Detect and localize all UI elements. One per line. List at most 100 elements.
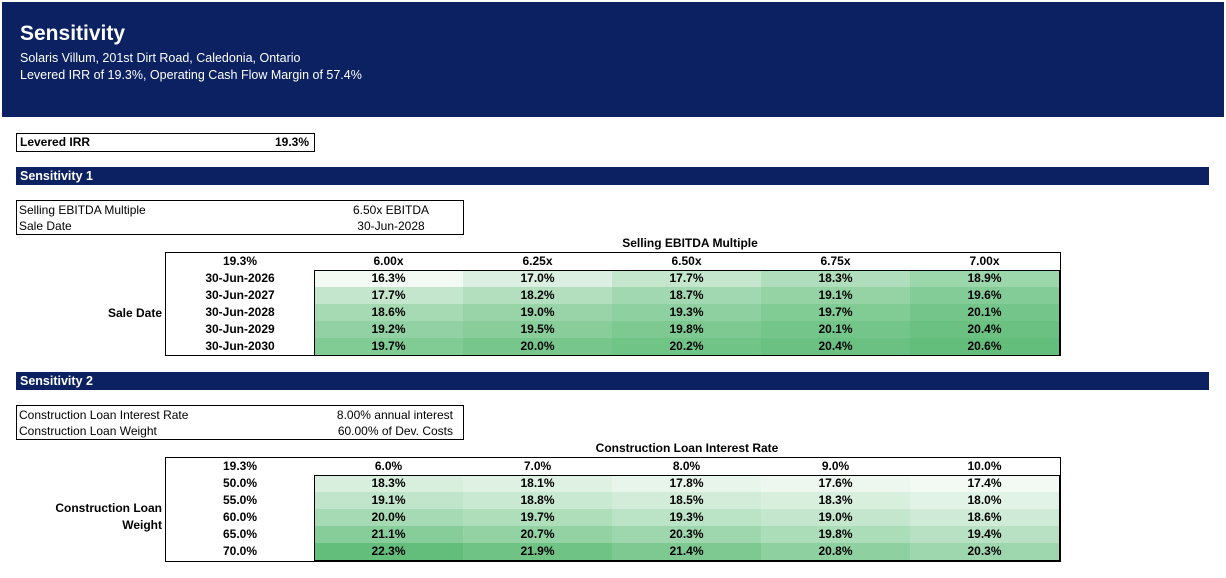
heatmap-cell: 16.3% [314,270,463,287]
heatmap-cell: 17.8% [612,475,761,492]
row-header: 30-Jun-2028 [205,305,275,319]
row-header: 30-Jun-2029 [205,322,275,336]
sensitivity-1-header-label: Sensitivity 1 [20,169,93,183]
corner-value: 19.3% [222,254,258,268]
column-header: 6.00x [373,254,404,268]
heatmap-cell: 17.7% [314,287,463,304]
heatmap-cell: 18.1% [463,475,612,492]
column-header: 7.0% [523,459,552,473]
heatmap-cell: 20.6% [910,338,1059,355]
heatmap-cell: 18.3% [761,270,910,287]
column-header: 6.25x [522,254,553,268]
sensitivity-1-header: Sensitivity 1 [16,167,1209,185]
sensitivity-2-header: Sensitivity 2 [16,372,1209,390]
heatmap-cell: 19.1% [761,287,910,304]
heatmap-cell: 18.3% [314,475,463,492]
heatmap-cell: 22.3% [314,543,463,560]
heatmap-cell: 19.1% [314,492,463,509]
column-header: 7.00x [969,254,1000,268]
heatmap-cell: 21.9% [463,543,612,560]
column-axis-title: Selling EBITDA Multiple [622,236,758,250]
heatmap-cell: 19.3% [612,509,761,526]
heatmap-cell: 17.0% [463,270,612,287]
heatmap-cell: 20.3% [910,543,1059,560]
column-header: 9.0% [821,459,850,473]
row-axis-title: Construction Loan [55,501,162,515]
heatmap-cell: 20.2% [612,338,761,355]
heatmap-cell: 19.2% [314,321,463,338]
sensitivity-2-table: 19.3% 6.0% 7.0% 8.0% 9.0% 10.0% 50.0% 18.3% 18.1… [165,457,1061,562]
levered-irr-box: Levered IRR 19.3% [16,133,315,152]
row-header: 55.0% [222,493,258,507]
heatmap-cell: 19.5% [463,321,612,338]
heatmap-cell: 17.7% [612,270,761,287]
sensitivity-2-header-label: Sensitivity 2 [20,374,93,388]
heatmap-cell: 20.4% [761,338,910,355]
column-header: 6.0% [374,459,403,473]
heatmap-cell: 20.0% [314,509,463,526]
input-value: 30-Jun-2028 [357,219,425,233]
input-value: 6.50x EBITDA [352,203,430,217]
column-header: 8.0% [672,459,701,473]
heatmap-cell: 19.0% [761,509,910,526]
heatmap-cell: 19.4% [910,526,1059,543]
input-value: 60.00% of Dev. Costs [337,424,453,438]
heatmap-cell: 18.3% [761,492,910,509]
row-header: 30-Jun-2027 [205,288,275,302]
row-header: 60.0% [222,510,258,524]
row-header: 70.0% [222,544,258,558]
heatmap-cell: 20.8% [761,543,910,560]
input-label: Construction Loan Interest Rate [19,408,189,422]
sensitivity-2-inputs: Construction Loan Interest Rate 8.00% an… [16,405,464,440]
row-header: 30-Jun-2026 [205,271,275,285]
heatmap-cell: 20.4% [910,321,1059,338]
heatmap-cell: 19.7% [463,509,612,526]
heatmap-cell: 21.4% [612,543,761,560]
heatmap-cell: 20.7% [463,526,612,543]
heatmap-cell: 18.9% [910,270,1059,287]
heatmap-cell: 19.6% [910,287,1059,304]
heatmap-cell: 19.7% [761,304,910,321]
heatmap-cell: 18.5% [612,492,761,509]
heatmap-cell: 21.1% [314,526,463,543]
row-header: 65.0% [222,527,258,541]
heatmap-cell: 19.8% [761,526,910,543]
property-address: Solaris Villum, 201st Dirt Road, Caledon… [20,51,301,65]
heatmap-cell: 20.0% [463,338,612,355]
input-label: Construction Loan Weight [19,424,157,438]
column-header: 10.0% [967,459,1002,473]
sensitivity-1-table: 19.3% 6.00x 6.25x 6.50x 6.75x 7.00x 30-Jun-202… [165,252,1061,356]
column-axis-title: Construction Loan Interest Rate [595,441,779,455]
heatmap-cell: 18.0% [910,492,1059,509]
heatmap-cell: 17.6% [761,475,910,492]
summary-line: Levered IRR of 19.3%, Operating Cash Flo… [20,68,362,82]
row-axis-title: Sale Date [107,306,162,320]
row-header: 30-Jun-2030 [205,339,275,353]
sensitivity-1-inputs: Selling EBITDA Multiple 6.50x EBITDA Sal… [16,200,464,235]
heatmap-cell: 19.3% [612,304,761,321]
heatmap-cell: 18.2% [463,287,612,304]
heatmap-cell: 18.7% [612,287,761,304]
page-title: Sensitivity [20,22,126,45]
heatmap-cell: 17.4% [910,475,1059,492]
heatmap-cell: 18.6% [314,304,463,321]
heatmap-cell: 19.8% [612,321,761,338]
heatmap-cell: 20.1% [910,304,1059,321]
input-label: Selling EBITDA Multiple [19,203,146,217]
column-header: 6.75x [820,254,851,268]
row-header: 50.0% [222,476,258,490]
corner-value: 19.3% [222,459,258,473]
heatmap-cell: 19.7% [314,338,463,355]
input-value: 8.00% annual interest [336,408,453,422]
header-banner: Sensitivity Solaris Villum, 201st Dirt R… [2,2,1224,117]
heatmap-cell: 18.6% [910,509,1059,526]
levered-irr-value: 19.3% [274,135,309,149]
column-header: 6.50x [671,254,702,268]
levered-irr-label: Levered IRR [20,135,91,149]
row-axis-title: Weight [122,518,162,532]
heatmap-cell: 20.1% [761,321,910,338]
heatmap-cell: 19.0% [463,304,612,321]
heatmap-cell: 20.3% [612,526,761,543]
heatmap-cell: 18.8% [463,492,612,509]
input-label: Sale Date [19,219,72,233]
